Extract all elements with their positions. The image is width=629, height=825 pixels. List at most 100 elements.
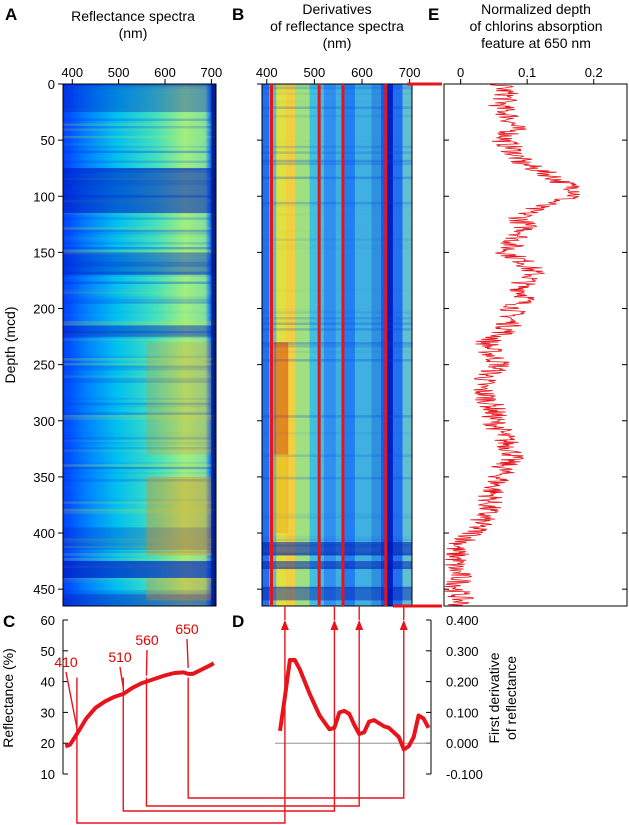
- wavelength-annotation-label: 510: [108, 649, 132, 665]
- connector-line: [122, 621, 336, 812]
- series-line-c: [64, 661, 215, 749]
- heatmap-band: [63, 377, 216, 381]
- series-line-d: [278, 658, 431, 752]
- heatmap-band: [262, 535, 412, 539]
- heatmap-band: [262, 151, 412, 154]
- heatmap-band: [63, 319, 216, 321]
- depth-axis-label: Depth (mcd): [2, 306, 18, 383]
- heatmap-band: [63, 242, 216, 245]
- heatmap-band: [63, 553, 216, 556]
- heatmap-band: [63, 264, 216, 267]
- heatmap-band: [63, 380, 216, 383]
- heatmap-band: [262, 86, 412, 90]
- heatmap-band: [262, 322, 412, 326]
- heatmap-band: [63, 123, 216, 126]
- x-tick-label: 0.1: [518, 65, 536, 80]
- heatmap-band: [63, 237, 216, 240]
- panel-e-title-line3: feature at 650 nm: [481, 35, 591, 51]
- heatmap-band: [262, 350, 412, 354]
- heatmap-band: [262, 415, 412, 418]
- x-tick-label: 600: [154, 65, 176, 80]
- heatmap-band: [262, 92, 412, 95]
- arrow-head: [399, 620, 408, 630]
- y-tick-label: 400: [33, 526, 55, 541]
- heatmap-band: [63, 311, 216, 314]
- heatmap-column: [342, 84, 356, 606]
- heatmap-band: [63, 365, 216, 368]
- panel-a-heatmap: [62, 83, 217, 607]
- panel-d-ylabel-line1: First derivative: [486, 652, 502, 743]
- annotation-arrow: [65, 671, 78, 729]
- heatmap-band: [63, 128, 216, 131]
- heatmap-band: [63, 143, 216, 146]
- heatmap-band: [63, 261, 216, 265]
- heatmap-dark-band: [63, 527, 216, 550]
- heatmap-band: [262, 320, 412, 323]
- y-tick-label: 0.200: [446, 675, 479, 690]
- arrow-head: [280, 620, 289, 630]
- heatmap-dark-band: [262, 586, 412, 601]
- heatmap-band: [63, 314, 216, 316]
- heatmap-band: [63, 538, 216, 541]
- heatmap-band: [63, 590, 216, 593]
- heatmap-band: [63, 323, 216, 326]
- heatmap-band: [63, 447, 216, 450]
- heatmap-band: [262, 106, 412, 109]
- heatmap-hot-zone: [273, 342, 289, 455]
- heatmap-dark-band: [63, 84, 216, 113]
- panel-d-ylabel-line2: of reflectance: [503, 656, 519, 740]
- y-tick-label: 40: [41, 675, 55, 690]
- annotation-arrow: [119, 666, 124, 689]
- connector-line: [145, 621, 360, 807]
- panel-letter-a: A: [5, 5, 17, 24]
- y-tick-label: 50: [41, 644, 55, 659]
- heatmap-band: [63, 439, 216, 443]
- heatmap-band: [63, 86, 216, 89]
- wavelength-annotation-label: 650: [175, 621, 199, 637]
- heatmap-band: [63, 135, 216, 139]
- heatmap-band: [63, 288, 216, 292]
- wavelength-annotation-label: 560: [135, 632, 159, 648]
- heatmap-band: [63, 235, 216, 237]
- heatmap-edge: [211, 84, 216, 606]
- heatmap-band: [63, 277, 216, 279]
- heatmap-band: [262, 100, 412, 104]
- heatmap-column: [295, 84, 311, 606]
- heatmap-band: [262, 432, 412, 435]
- heatmap-band: [63, 227, 216, 230]
- x-tick-label: 700: [201, 65, 223, 80]
- heatmap-band: [63, 335, 216, 339]
- heatmap-band: [63, 158, 216, 160]
- arrow-head: [330, 620, 339, 630]
- heatmap-band: [63, 501, 216, 504]
- heatmap-band: [262, 311, 412, 314]
- heatmap-band: [262, 201, 412, 205]
- panel-a-title-line2: (nm): [119, 25, 148, 41]
- heatmap-band: [63, 338, 216, 341]
- heatmap-dark-band: [262, 542, 412, 556]
- heatmap-band: [262, 162, 412, 166]
- heatmap-band: [63, 405, 216, 408]
- heatmap-band: [63, 558, 216, 561]
- heatmap-band: [63, 271, 216, 275]
- panel-letter-c: C: [3, 612, 15, 631]
- heatmap-band: [63, 108, 216, 112]
- heatmap-band: [262, 114, 412, 118]
- x-tick-label: 600: [351, 65, 373, 80]
- heatmap-band: [262, 454, 412, 457]
- heatmap-band: [63, 363, 216, 366]
- panel-e-plot: [443, 83, 628, 607]
- heatmap-band: [63, 301, 216, 304]
- panel-letter-d: D: [232, 612, 244, 631]
- heatmap-band: [262, 247, 412, 250]
- heatmap-band: [63, 291, 216, 294]
- heatmap-band: [63, 212, 216, 215]
- heatmap-band: [63, 358, 216, 361]
- y-tick-label: 20: [41, 736, 55, 751]
- heatmap-band: [63, 229, 216, 233]
- heatmap-column: [309, 84, 325, 606]
- heatmap-band: [63, 118, 216, 121]
- heatmap-band: [63, 442, 216, 445]
- heatmap-column: [371, 84, 382, 606]
